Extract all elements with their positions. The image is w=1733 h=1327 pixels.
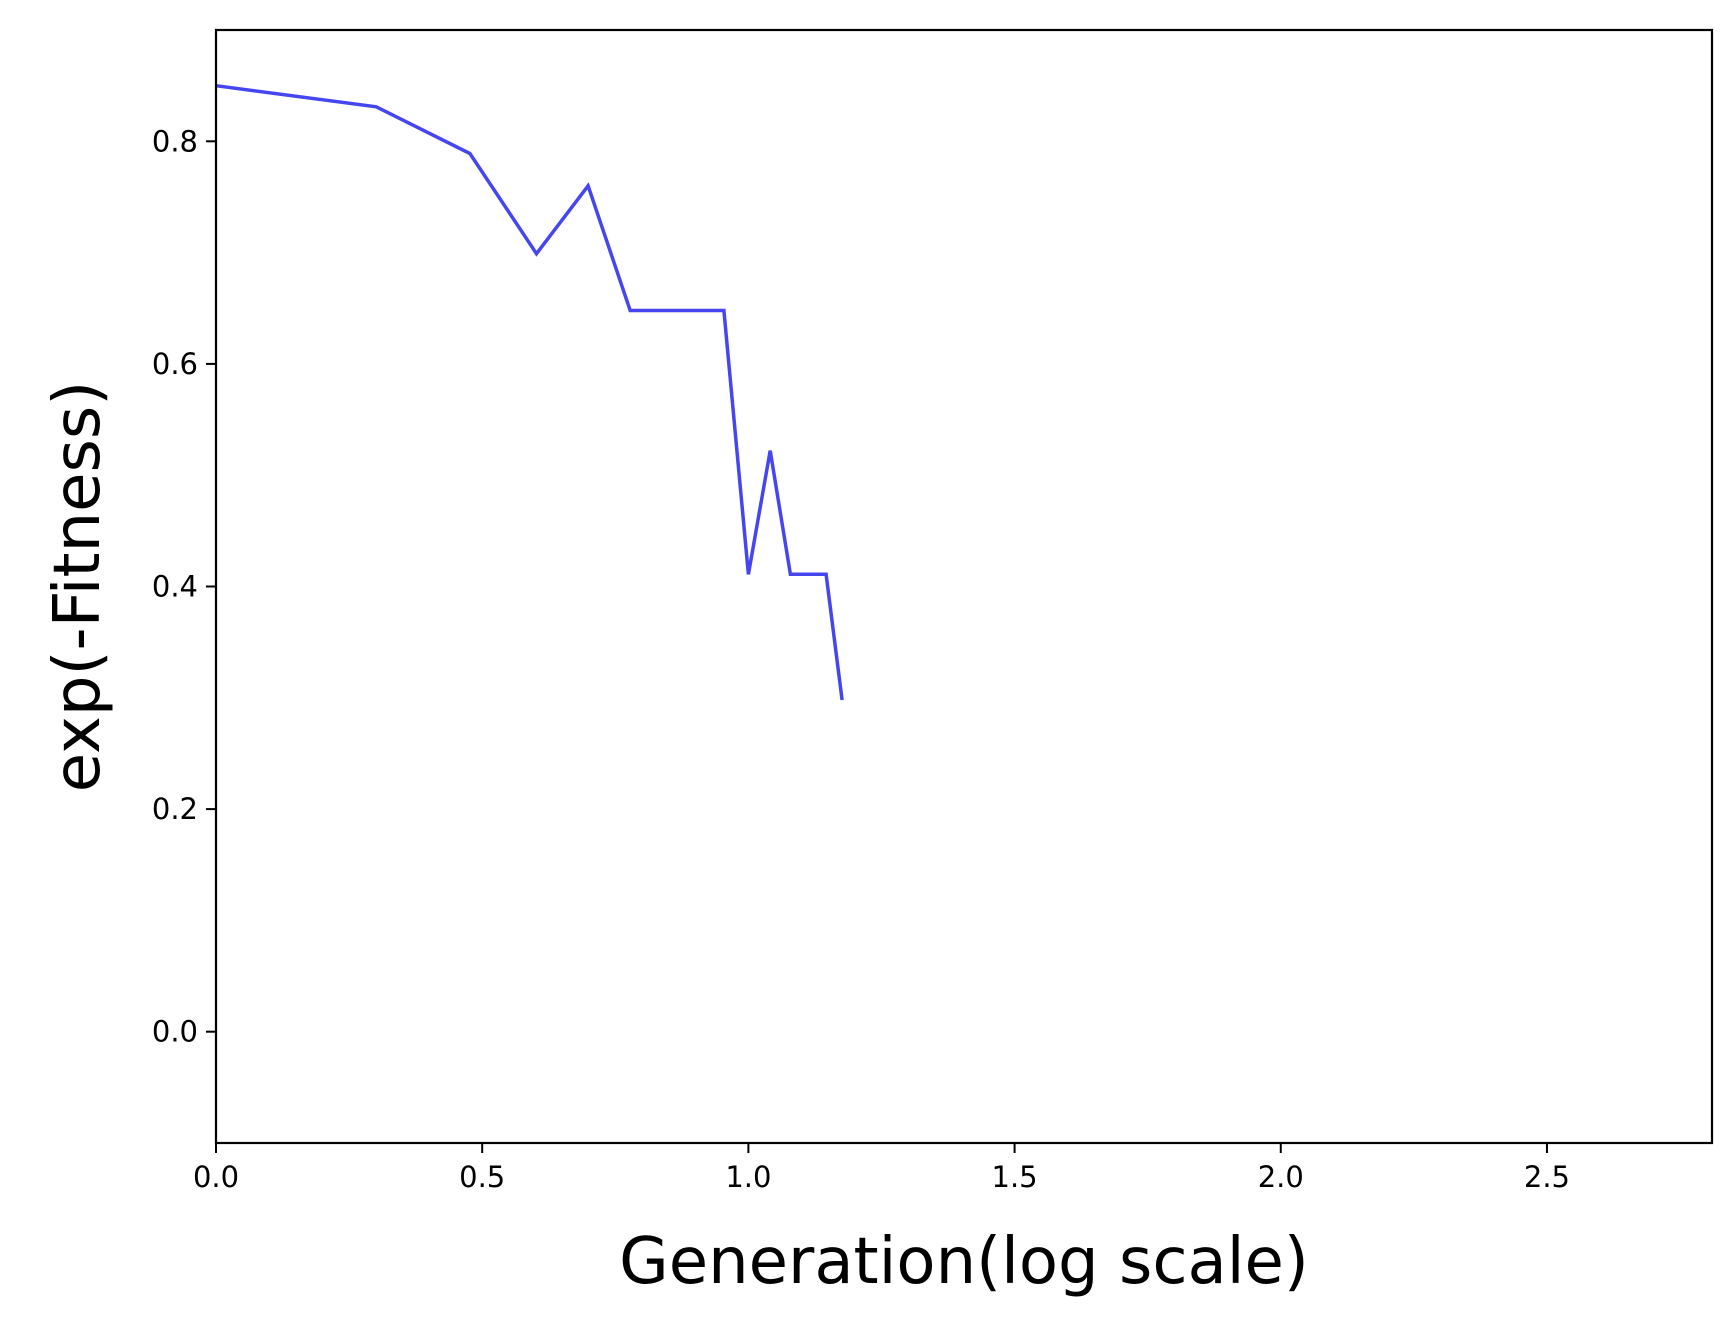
y-tick-label: 0.6 [152,347,198,381]
x-tick-label: 2.0 [1258,1160,1304,1194]
x-axis-title: Generation(log scale) [619,1225,1309,1299]
y-tick-label: 0.8 [152,124,198,158]
y-tick-label: 0.4 [152,570,198,604]
x-axis-ticks: 0.0 0.5 1.0 1.5 2.0 2.5 [193,1143,1570,1194]
y-axis-title: exp(-Fitness) [41,381,115,792]
x-tick-label: 2.5 [1524,1160,1570,1194]
x-tick-label: 1.0 [725,1160,771,1194]
x-tick-label: 0.5 [459,1160,505,1194]
y-tick-label: 0.0 [152,1015,198,1049]
x-tick-label: 0.0 [193,1160,239,1194]
y-axis-ticks: 0.0 0.2 0.4 0.6 0.8 [152,124,216,1049]
series-line [215,83,844,701]
y-tick-label: 0.2 [152,792,198,826]
plot-frame [214,28,1714,1145]
x-tick-label: 1.5 [992,1160,1038,1194]
plot-group [215,83,844,701]
